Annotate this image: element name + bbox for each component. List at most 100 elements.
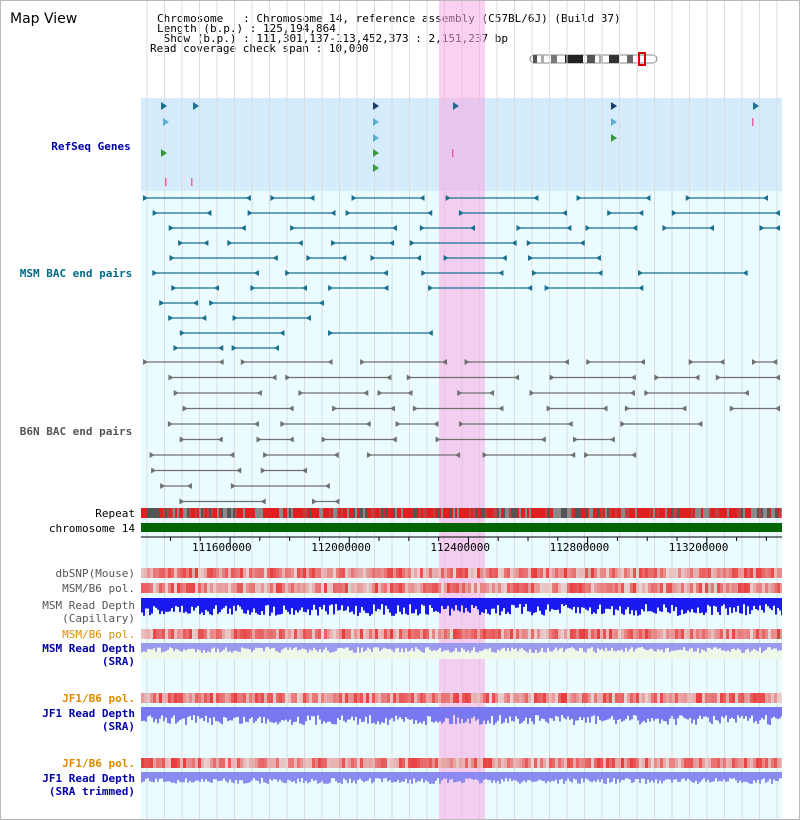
repeat-segment [467, 508, 469, 518]
chromosome-label: Chromosome [157, 12, 244, 25]
repeat-segment [459, 508, 461, 518]
dbsnp-strip-cell [474, 568, 477, 578]
msm-depth-capillary-bar [263, 598, 265, 615]
jf1-depth-sra-trimmed-bar [347, 772, 349, 783]
dbsnp-strip-cell [642, 568, 645, 578]
repeat-segment [627, 508, 629, 518]
msm-b6-pol-strip-2-cell [621, 629, 624, 639]
repeat-segment [671, 508, 673, 518]
msm-depth-sra-bar [341, 643, 343, 648]
msm-b6-pol-strip-1-cell [501, 583, 504, 593]
dbsnp-strip-cell [171, 568, 174, 578]
jf1-depth-sra-bar [415, 707, 417, 721]
msm-b6-pol-strip-2-cell [675, 629, 678, 639]
msm-b6-pol-strip-1-cell [357, 583, 360, 593]
track-label-jf1-depth-trim-line2[interactable]: (SRA trimmed) [48, 785, 135, 798]
msm-b6-pol-strip-2-cell [327, 629, 330, 639]
jf1-depth-sra-bar [147, 707, 149, 717]
track-label-dbsnp[interactable]: dbSNP(Mouse) [55, 567, 135, 580]
track-label-jf1-b6-pol-2[interactable]: JF1/B6 pol. [62, 757, 135, 770]
jf1-depth-sra-trimmed-bar [557, 772, 559, 784]
msm-b6-pol-strip-2-cell [273, 629, 276, 639]
jf1-b6-pol-strip-2-cell [624, 758, 627, 768]
track-label-msm-bac[interactable]: MSM BAC end pairs [19, 267, 133, 280]
jf1-b6-pol-strip-2-cell [354, 758, 357, 768]
jf1-depth-sra-bar [351, 707, 353, 717]
msm-b6-pol-strip-1-cell [780, 583, 782, 593]
msm-depth-capillary-bar [353, 598, 355, 615]
chromosome-idiogram[interactable] [529, 52, 659, 66]
msm-depth-sra-bar [415, 643, 417, 648]
msm-b6-pol-strip-1-cell [507, 583, 510, 593]
jf1-b6-pol-strip-1-cell [489, 693, 492, 703]
b6n-bac-pair-end [694, 374, 700, 381]
jf1-b6-pol-strip-2-cell [636, 758, 639, 768]
track-label-jf1-b6-pol-1[interactable]: JF1/B6 pol. [62, 692, 135, 705]
jf1-b6-pol-strip-2-cell [642, 758, 645, 768]
track-label-refseq[interactable]: RefSeq Genes [51, 140, 131, 153]
msm-depth-sra-bar [175, 643, 177, 649]
dbsnp-strip-cell [573, 568, 576, 578]
track-label-msm-depth-cap-line1[interactable]: MSM Read Depth [42, 599, 135, 612]
jf1-depth-sra-trimmed-bar [517, 772, 519, 783]
jf1-b6-pol-strip-1-cell [381, 693, 384, 703]
dbsnp-strip-cell [465, 568, 468, 578]
track-label-msm-b6-pol-1[interactable]: MSM/B6 pol. [62, 582, 135, 595]
jf1-b6-pol-strip-2-cell [309, 758, 312, 768]
msm-depth-capillary-bar [399, 598, 401, 612]
jf1-b6-pol-strip-2-cell [516, 758, 519, 768]
dbsnp-strip-cell [591, 568, 594, 578]
msm-depth-capillary-bar [643, 598, 645, 612]
jf1-depth-sra-trimmed-bar [531, 772, 533, 782]
repeat-segment [381, 508, 383, 518]
jf1-b6-pol-strip-1-cell [732, 693, 735, 703]
repeat-segment [243, 508, 245, 518]
jf1-depth-sra-bar [651, 707, 653, 719]
msm-b6-pol-strip-1-cell [615, 583, 618, 593]
msm-b6-pol-strip-1-cell [327, 583, 330, 593]
msm-b6-pol-strip-1-cell [633, 583, 636, 593]
dbsnp-strip-cell [255, 568, 258, 578]
track-label-msm-depth-cap-line2[interactable]: (Capillary) [62, 612, 135, 625]
track-label-b6n-bac[interactable]: B6N BAC end pairs [19, 425, 133, 438]
msm-b6-pol-strip-2-cell [519, 629, 522, 639]
msm-b6-pol-strip-2-cell [270, 629, 273, 639]
msm-depth-capillary-bar [237, 598, 239, 605]
msm-bac-pair-end [231, 345, 237, 351]
msm-b6-pol-strip-1-cell [363, 583, 366, 593]
msm-b6-pol-strip-2-cell [537, 629, 540, 639]
msm-depth-sra-bar [453, 643, 455, 652]
msm-depth-capillary-bar [611, 598, 613, 607]
msm-depth-sra-bar [629, 643, 631, 649]
track-label-msm-b6-pol-2[interactable]: MSM/B6 pol. [62, 628, 135, 641]
track-label-jf1-depth-sra-line2[interactable]: (SRA) [101, 720, 135, 733]
jf1-b6-pol-strip-2-cell [486, 758, 489, 768]
jf1-depth-sra-trimmed-bar [213, 772, 215, 780]
dbsnp-strip-cell [678, 568, 681, 578]
track-label-msm-depth-sra-line2[interactable]: (SRA) [101, 655, 135, 668]
track-label-jf1-depth-sra-line1[interactable]: JF1 Read Depth [42, 707, 135, 720]
msm-depth-capillary-bar [571, 598, 573, 610]
msm-depth-sra-bar [141, 643, 143, 653]
track-label-jf1-depth-trim-line1[interactable]: JF1 Read Depth [42, 772, 135, 785]
repeat-segment [427, 508, 429, 518]
jf1-depth-sra-bar [369, 707, 371, 716]
msm-depth-capillary-bar [591, 598, 593, 615]
track-label-msm-depth-sra-line1[interactable]: MSM Read Depth [42, 642, 135, 655]
msm-b6-pol-strip-2-cell [525, 629, 528, 639]
repeat-segment [611, 508, 613, 518]
msm-depth-sra-bar [591, 643, 593, 648]
msm-depth-capillary-bar [149, 598, 151, 616]
jf1-depth-sra-trimmed-bar [233, 772, 235, 784]
jf1-b6-pol-strip-2-cell [480, 758, 483, 768]
selected-region-highlight[interactable] [438, 1, 485, 819]
dbsnp-strip-cell [426, 568, 429, 578]
msm-depth-capillary-bar [471, 598, 473, 605]
track-canvas[interactable] [141, 1, 782, 820]
msm-depth-sra-bar [763, 643, 765, 652]
dbsnp-strip-cell [363, 568, 366, 578]
msm-b6-pol-strip-1-cell [684, 583, 687, 593]
jf1-depth-sra-trimmed-bar [687, 772, 689, 779]
jf1-depth-sra-trimmed-bar [491, 772, 493, 783]
msm-bac-pair-end [273, 345, 279, 351]
